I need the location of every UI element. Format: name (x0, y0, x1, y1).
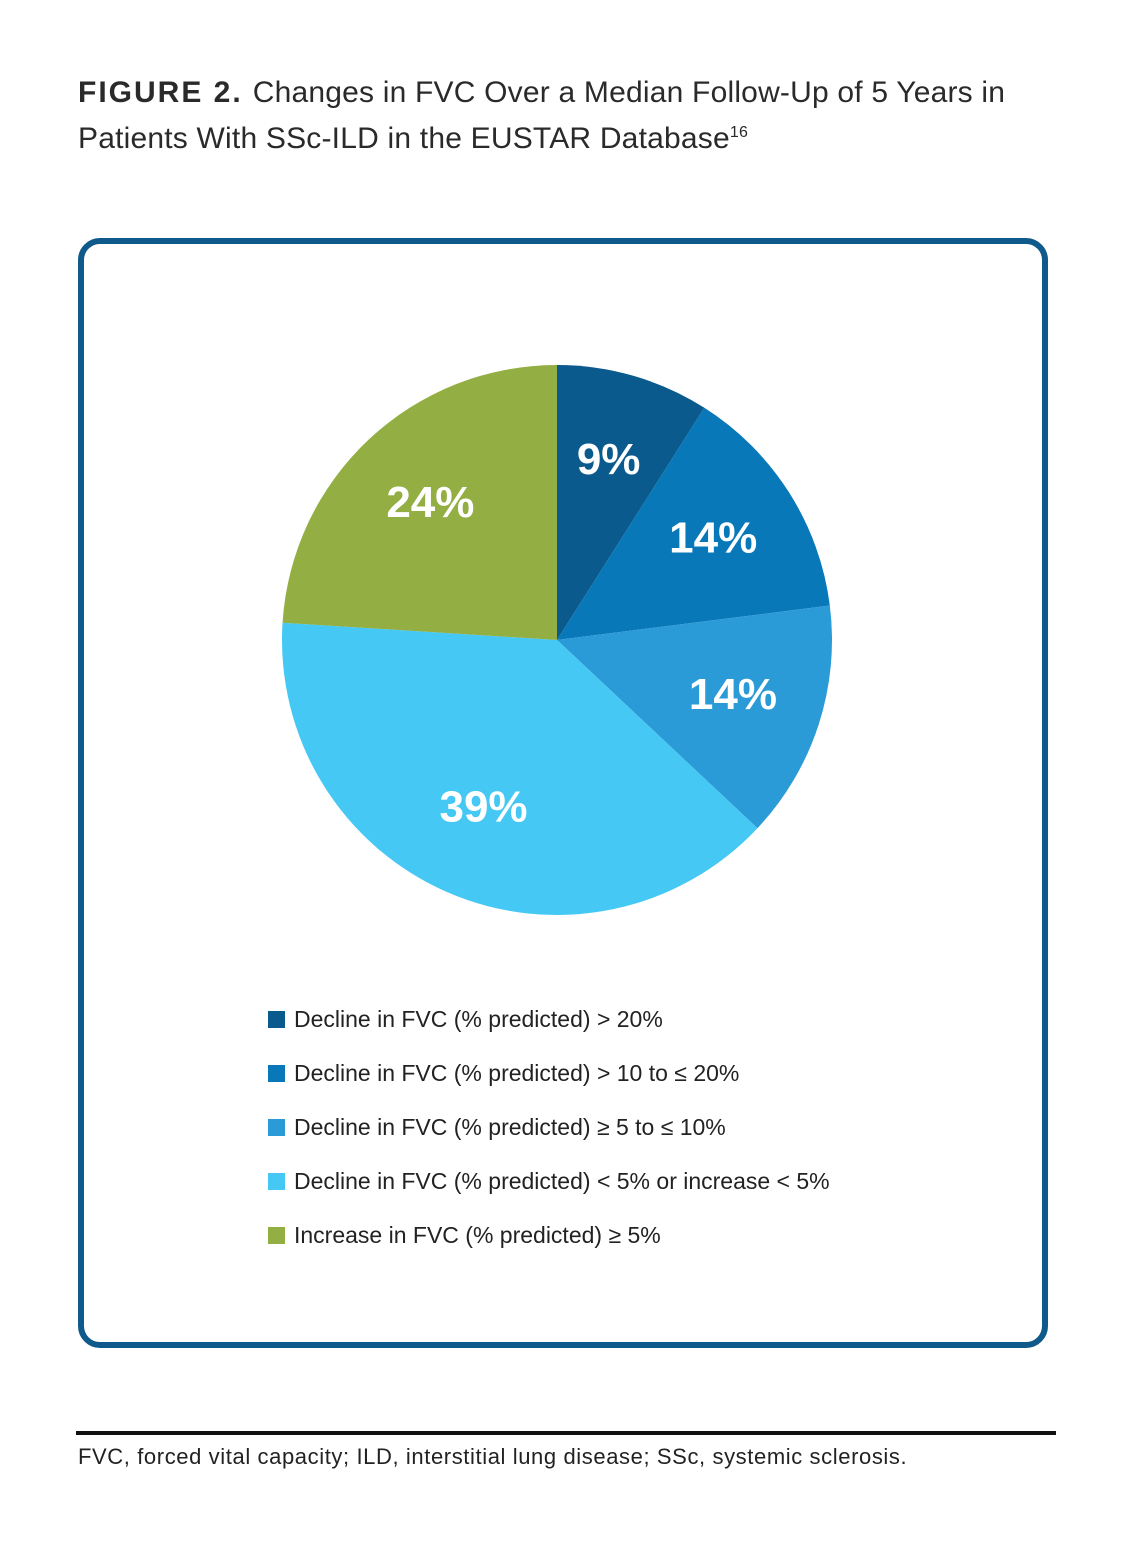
legend-label: Increase in FVC (% predicted) ≥ 5% (294, 1221, 661, 1248)
figure-reference-superscript: 16 (729, 124, 749, 141)
pie-slice-2 (557, 407, 830, 640)
legend-swatch (268, 1010, 285, 1028)
pie-slice-label-2: 14% (669, 513, 757, 562)
legend-swatch (268, 1064, 285, 1082)
pie-slices (282, 365, 832, 915)
legend-swatch (268, 1118, 285, 1136)
footnote-rule (76, 1431, 1056, 1435)
legend-item-5: Increase in FVC (% predicted) ≥ 5% (268, 1208, 830, 1262)
figure-label: FIGURE 2. (78, 76, 243, 109)
pie-slice-3 (557, 605, 832, 829)
pie-slice-label-3: 14% (689, 670, 777, 719)
legend-item-1: Decline in FVC (% predicted) > 20% (268, 992, 830, 1046)
figure-title: FIGURE 2. Changes in FVC Over a Median Fo… (78, 70, 1068, 162)
pie-slice-label-1: 9% (577, 435, 641, 484)
legend-label: Decline in FVC (% predicted) < 5% or inc… (294, 1167, 830, 1194)
legend-label: Decline in FVC (% predicted) > 10 to ≤ 2… (294, 1059, 740, 1086)
pie-slice-5 (282, 365, 557, 640)
legend-swatch (268, 1226, 285, 1244)
pie-slice-4 (282, 622, 758, 915)
chart-frame (78, 238, 1048, 1348)
legend-label: Decline in FVC (% predicted) ≥ 5 to ≤ 10… (294, 1113, 726, 1140)
chart-legend: Decline in FVC (% predicted) > 20% Declin… (268, 992, 830, 1262)
footnote: FVC, forced vital capacity; ILD, interst… (78, 1444, 908, 1469)
figure-title-text: Changes in FVC Over a Median Follow-Up o… (78, 76, 1006, 155)
pie-slice-label-4: 39% (439, 782, 527, 831)
legend-swatch (268, 1172, 285, 1190)
pie-slice-1 (557, 365, 705, 640)
legend-item-4: Decline in FVC (% predicted) < 5% or inc… (268, 1154, 830, 1208)
pie-slice-label-5: 24% (386, 478, 474, 527)
legend-label: Decline in FVC (% predicted) > 20% (294, 1005, 663, 1032)
pie-labels: 9% 14% 14% 39% 24% (386, 435, 777, 831)
legend-item-2: Decline in FVC (% predicted) > 10 to ≤ 2… (268, 1046, 830, 1100)
legend-item-3: Decline in FVC (% predicted) ≥ 5 to ≤ 10… (268, 1100, 830, 1154)
